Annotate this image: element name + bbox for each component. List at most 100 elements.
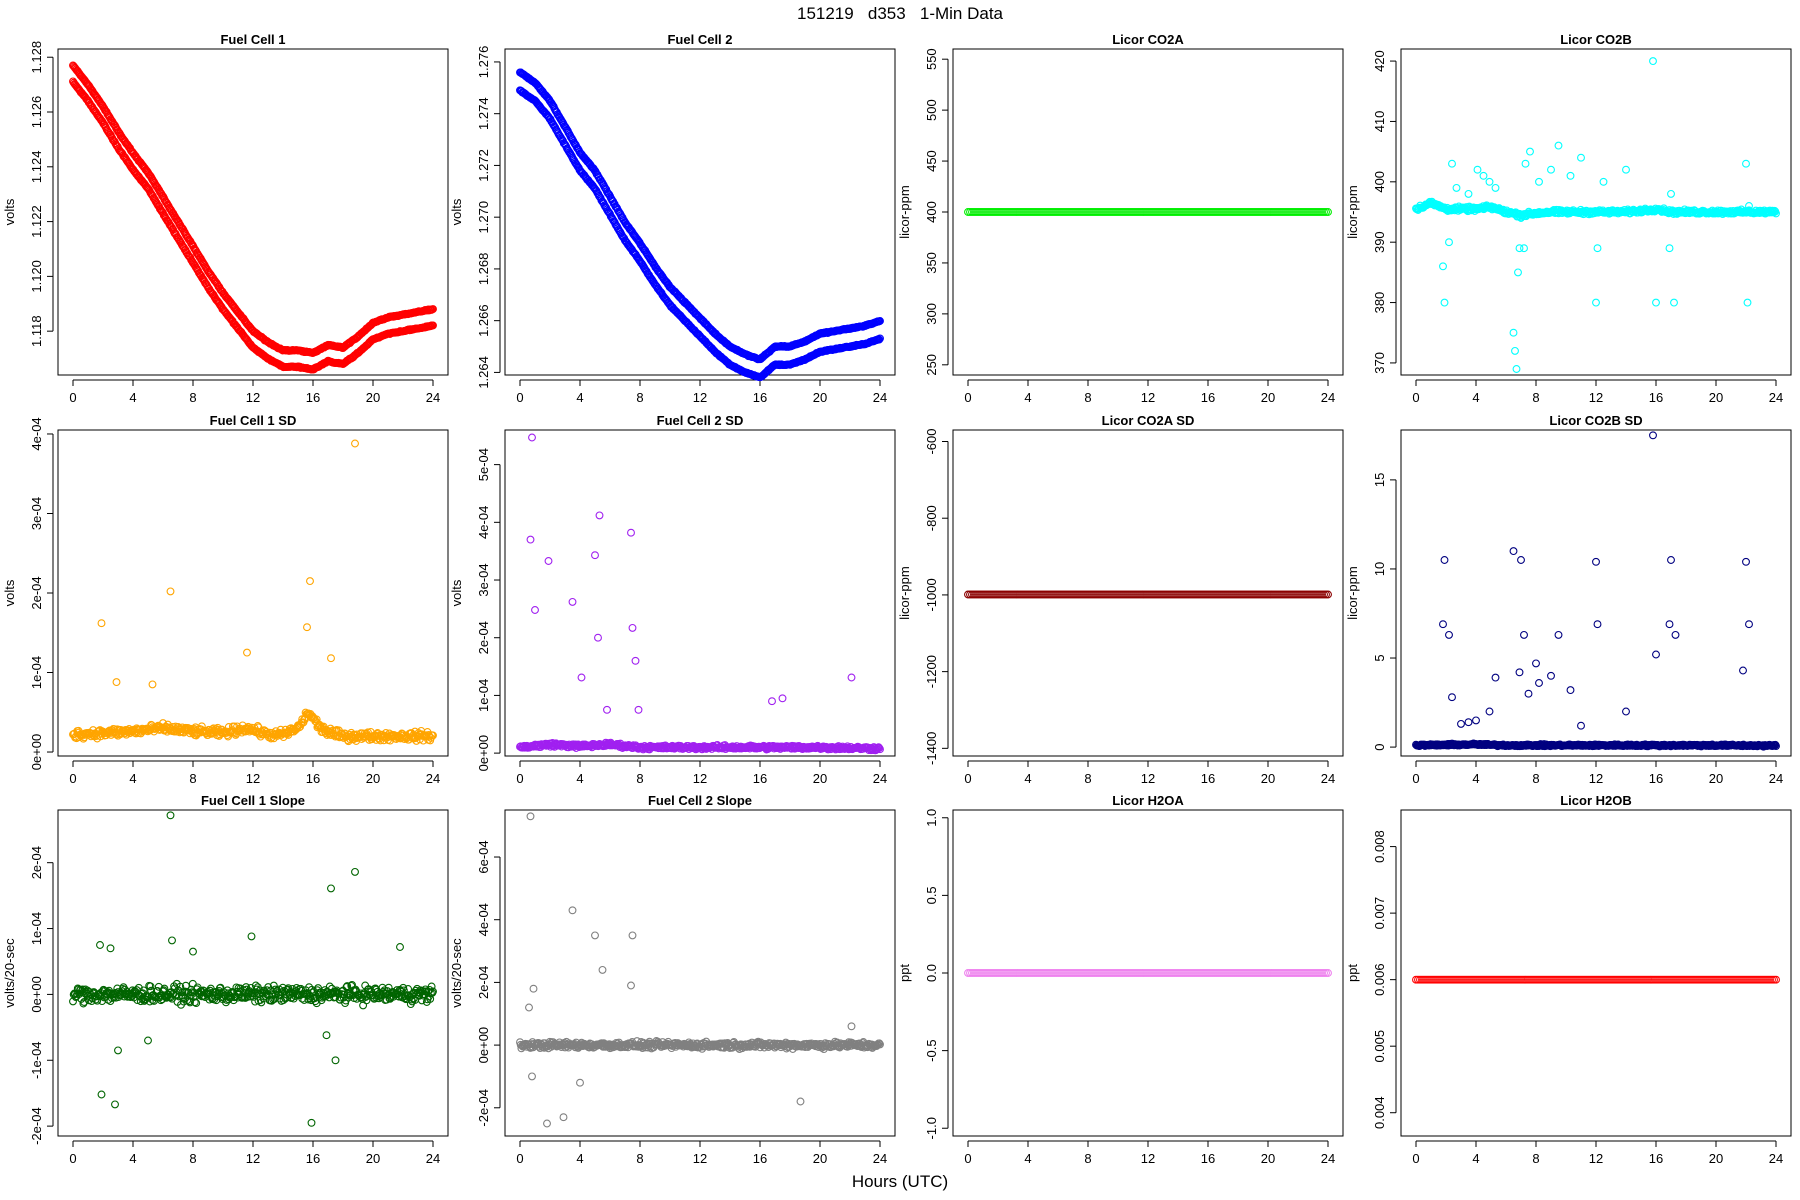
plot-frame [1400,429,1792,757]
data-point [847,673,856,682]
data-point [1472,716,1480,725]
data-point [327,654,335,663]
x-tick-label: 8 [189,771,196,786]
y-tick-label: -2e-04 [29,1107,44,1145]
data-point [1652,298,1660,307]
x-tick-label: 12 [1589,771,1603,786]
y-tick-label: 1e-04 [29,912,44,945]
y-tick-label: 1.266 [476,304,491,337]
plot-frame [57,48,449,376]
x-tick-label: 0 [69,771,76,786]
data-point [1440,556,1449,564]
x-tick-label: 16 [1201,771,1215,786]
data-point [1517,556,1525,564]
x-tick-label: 8 [1532,771,1539,786]
plot-frame [504,48,896,376]
data-point [1649,431,1657,440]
x-tick-label: 20 [813,390,827,405]
data-point [1667,189,1675,198]
data-point [1599,177,1608,186]
x-tick-label: 16 [753,390,767,405]
chart-title: Licor CO2A SD [1102,413,1195,428]
data-point [1324,590,1332,599]
x-tick-label: 12 [1141,771,1155,786]
data-point [1511,346,1519,355]
data-point [1524,689,1533,698]
y-tick-label: 5 [1372,654,1387,661]
data-point [1526,147,1534,156]
data-point [1448,693,1456,702]
y-tick-label: -600 [924,428,939,454]
x-tick-label: 24 [426,390,440,405]
series-points [69,61,437,374]
data-point [876,334,884,343]
x-tick-label: 16 [306,771,320,786]
data-point [1440,298,1449,307]
y-tick-label: 380 [1372,292,1387,314]
series-points [964,208,1332,216]
data-point [1445,238,1453,247]
x-tick-label: 0 [69,390,76,405]
y-tick-label: 1.122 [29,205,44,238]
data-point [1652,650,1660,659]
plot-frame [952,429,1344,757]
y-tick-label: 1.128 [29,41,44,74]
data-point [1517,214,1525,222]
x-axis: 0 4 8 12 16 20 24 [1412,760,1783,786]
y-tick-label: 2e-04 [476,621,491,654]
data-point [1521,159,1530,168]
data-point [603,705,611,714]
data-point [1491,183,1500,192]
x-tick-label: 12 [246,771,260,786]
x-tick-label: 8 [636,771,643,786]
data-point [1577,721,1585,730]
x-tick-label: 20 [813,771,827,786]
y-tick-label: 370 [1372,352,1387,374]
data-point [1509,328,1518,337]
data-point [270,994,279,1003]
data-point [181,981,190,990]
data-point [874,743,883,752]
data-point [1742,159,1750,168]
data-point [1520,630,1528,639]
x-axis: 0 4 8 12 16 20 24 [516,379,887,405]
chart-title: Fuel Cell 1 [220,32,285,47]
data-point [1485,177,1494,186]
data-point [1457,719,1465,728]
plot-frame [1400,48,1792,376]
data-point [1665,620,1674,629]
y-tick-label: 0e+00 [476,735,491,772]
x-tick-label: 8 [189,390,196,405]
x-tick-label: 24 [426,771,440,786]
data-point [1464,189,1473,198]
data-point [876,317,884,325]
x-tick-label: 16 [1649,390,1663,405]
x-tick-label: 16 [753,771,767,786]
data-point [1439,262,1447,271]
x-tick-label: 16 [1201,390,1215,405]
data-point [526,535,535,544]
x-tick-label: 24 [1769,390,1783,405]
x-tick-label: 12 [246,1151,260,1166]
data-point [1515,244,1524,253]
x-tick-label: 4 [576,390,583,405]
data-point [1520,244,1528,253]
data-point [1566,686,1575,695]
x-tick-label: 24 [1769,771,1783,786]
x-tick-label: 20 [1709,390,1723,405]
x-tick-label: 0 [516,771,523,786]
x-tick-label: 20 [366,771,380,786]
data-point [1547,671,1555,680]
x-tick-label: 16 [306,1151,320,1166]
data-point [1670,298,1678,307]
x-tick-label: 12 [693,390,707,405]
data-point [1479,171,1488,180]
x-tick-label: 20 [1709,771,1723,786]
data-point [1592,557,1600,566]
data-point [778,694,787,703]
chart-title: Licor CO2A [1112,32,1184,47]
y-tick-label: 1.126 [29,96,44,129]
